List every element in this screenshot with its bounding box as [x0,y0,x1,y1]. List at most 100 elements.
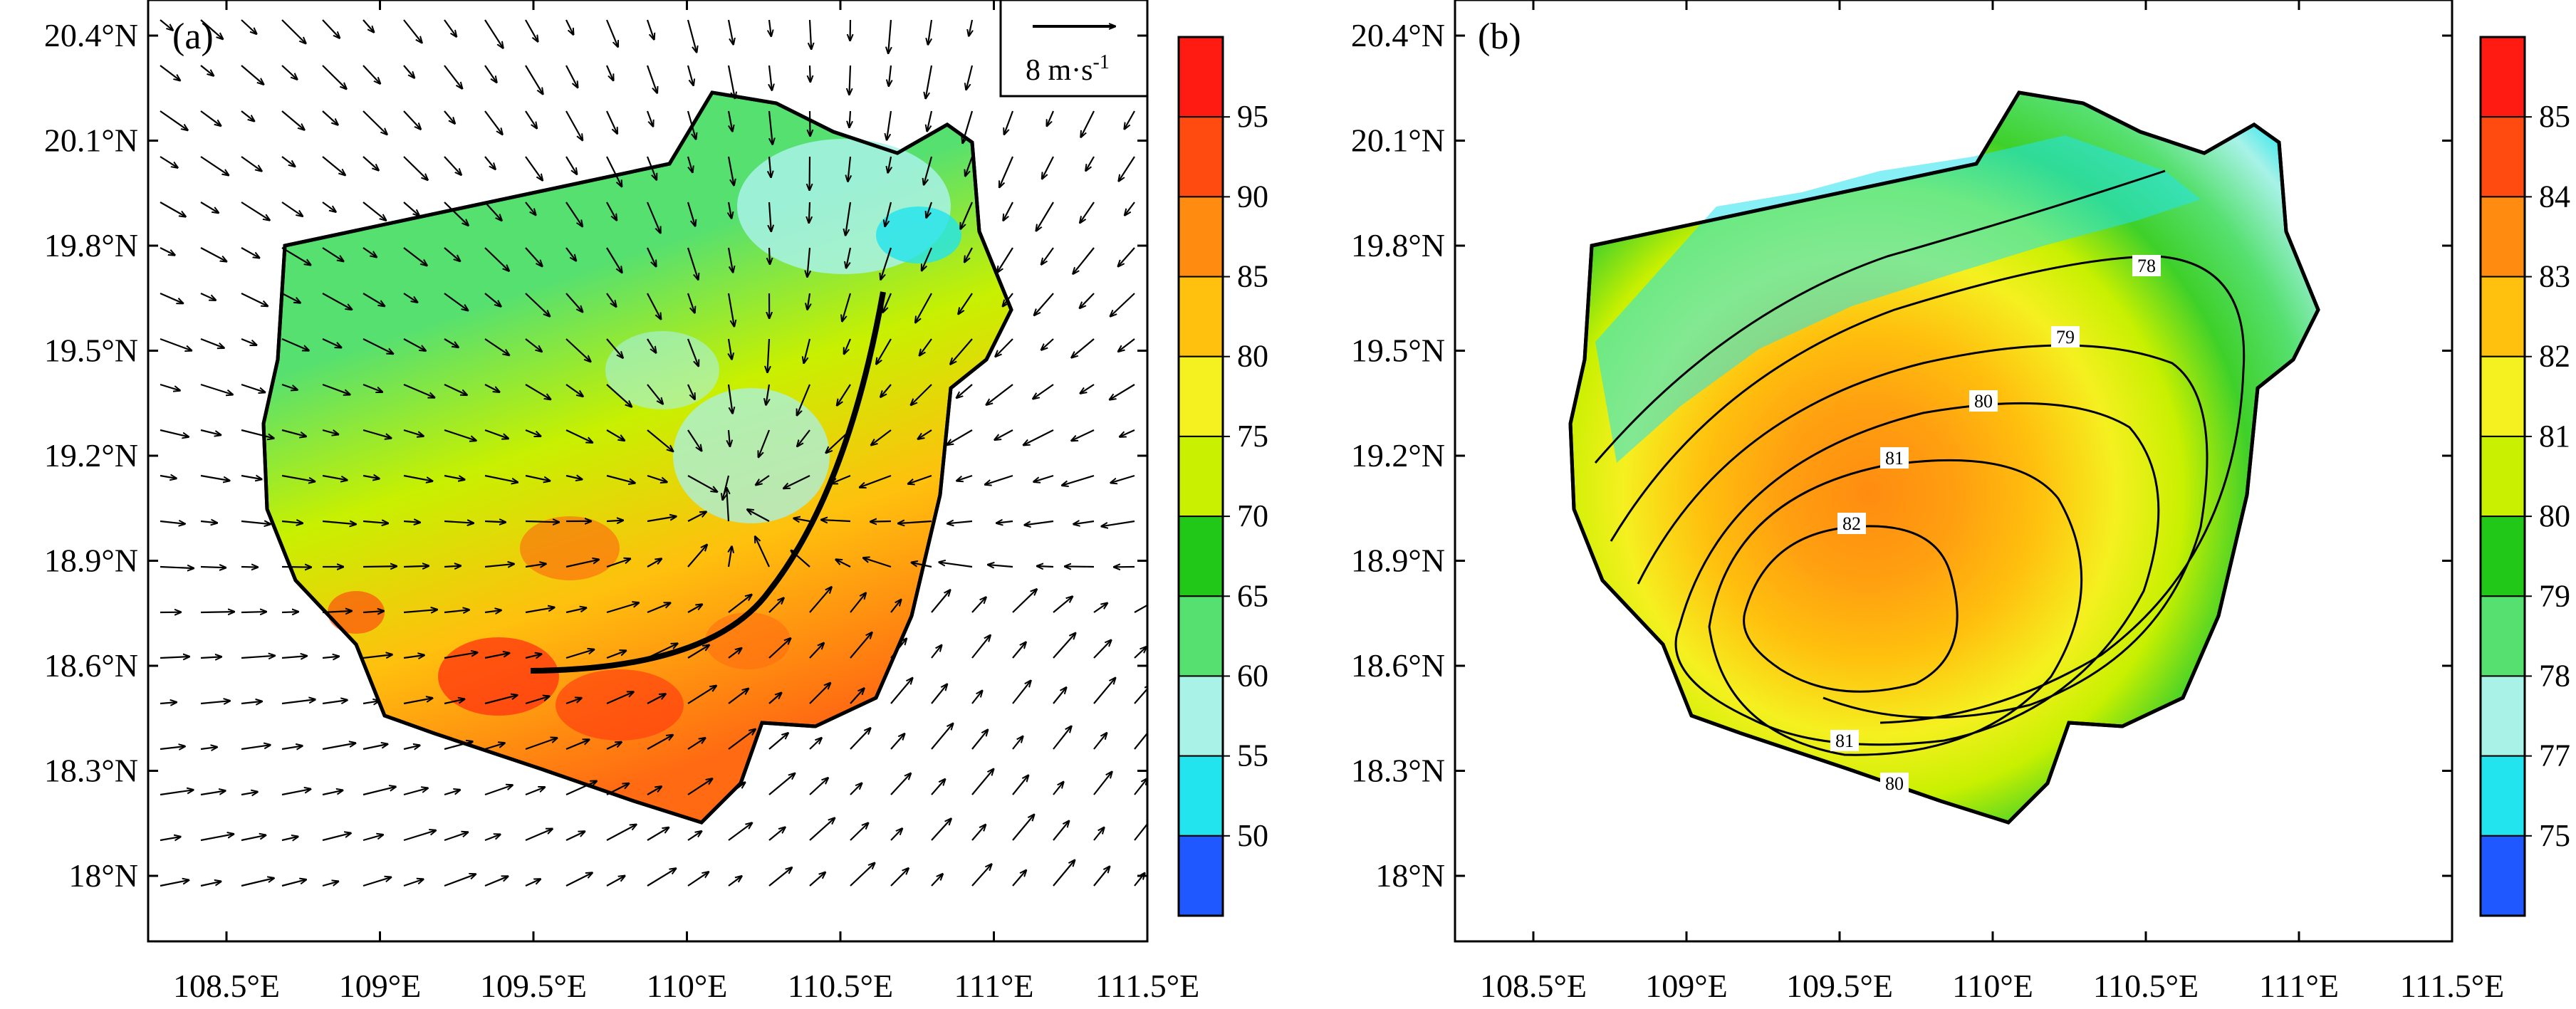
wind-vector [1065,566,1095,567]
x-tick-label: 110°E [1952,968,2033,1004]
wind-vector [768,868,791,887]
wind-vector [808,247,810,276]
y-tick-label: 18.9°N [44,543,138,579]
colorbar-segment [1178,116,1224,198]
wind-vector [403,247,427,265]
wind-vector [484,653,509,659]
wind-vector [758,429,771,456]
wind-vector [484,202,501,220]
y-tick-label: 18.9°N [1351,543,1445,579]
colorbar-label: 60 [1237,658,1268,693]
wind-vector [1038,566,1054,567]
wind-vector [1134,732,1147,750]
wind-vector [948,521,973,523]
wind-vector [281,521,302,523]
wind-vector [565,338,590,361]
wind-vector [1120,429,1135,436]
wind-vector [748,510,770,522]
wind-vector [909,474,932,483]
wind-vector [160,202,185,216]
wind-vector [768,693,781,704]
colorbar-label: 90 [1237,179,1268,214]
wind-vector [363,247,376,257]
wind-vector [646,65,657,93]
wind-vector [160,429,188,436]
wind-vector [363,654,392,658]
wind-vector [766,384,769,404]
wind-vector [647,247,656,266]
wind-vector [647,694,665,704]
x-tick-label: 109°E [1645,968,1728,1004]
wind-vector [1053,861,1074,887]
wind-vector [728,730,755,750]
wind-vector [200,747,217,749]
wind-vector [484,877,507,887]
wind-vector [1134,818,1147,841]
wind-vector [1053,783,1063,795]
wind-vector [1012,590,1036,613]
wind-vector [160,567,193,568]
wind-vector [200,791,225,796]
wind-vector [1102,520,1135,526]
wind-vector [484,19,503,48]
wind-vector [403,19,422,42]
wind-vector [403,293,417,302]
wind-vector [1012,681,1031,704]
colorbar-label: 83 [2539,259,2570,294]
wind-vector [809,684,830,704]
wind-vector [845,202,852,235]
colorbar-label: 81 [2539,419,2570,454]
wind-vector [160,746,184,749]
wind-vector [687,545,706,568]
wind-vector [1093,603,1107,613]
wind-vector [281,699,315,705]
contour-81 [1708,459,2083,756]
y-tick-label: 18.3°N [44,753,138,789]
x-tick-label: 110°E [647,968,728,1004]
colorbar-segment [2480,516,2525,597]
wind-vector [1074,521,1095,524]
wind-vector [525,202,536,214]
wind-vector [444,652,476,659]
wind-vector [1111,293,1135,316]
wind-vector [1134,604,1147,613]
wind-vector [931,874,942,887]
wind-vector [647,516,675,523]
wind-vector [606,559,630,568]
wind-vector [606,474,635,483]
wind-vector [850,823,867,841]
wind-vector [281,383,297,390]
wind-vector [160,156,177,167]
wind-vector [525,607,553,614]
wind-vector [606,784,628,795]
wind-vector [444,19,456,36]
wind-vector [995,429,1013,439]
wind-vector [363,611,383,612]
wind-vector [1053,634,1075,659]
wind-vector [646,110,653,126]
colorbar-segment [1178,36,1224,118]
wind-vector [804,338,811,362]
wind-vector [322,833,350,842]
wind-vector [850,728,870,750]
wind-vector [525,156,542,180]
wind-vector [565,156,577,174]
wind-vector [890,734,904,750]
wind-vector [1053,597,1072,613]
wind-vector [200,567,225,568]
wind-vector [647,338,656,352]
wind-vector [322,611,351,612]
wind-vector [444,566,460,567]
colorbar-label: 85 [2539,99,2570,134]
wind-vector [1053,727,1071,750]
wind-vector [484,247,509,271]
wind-vector [794,518,810,521]
wind-vector [160,383,179,390]
wind-vector [1119,338,1135,351]
colorbar-segment [1178,196,1224,278]
wind-vector [729,429,730,446]
wind-vector [444,384,466,394]
wind-vector [363,65,380,83]
wind-vector [969,19,972,36]
wind-vector [959,293,973,313]
